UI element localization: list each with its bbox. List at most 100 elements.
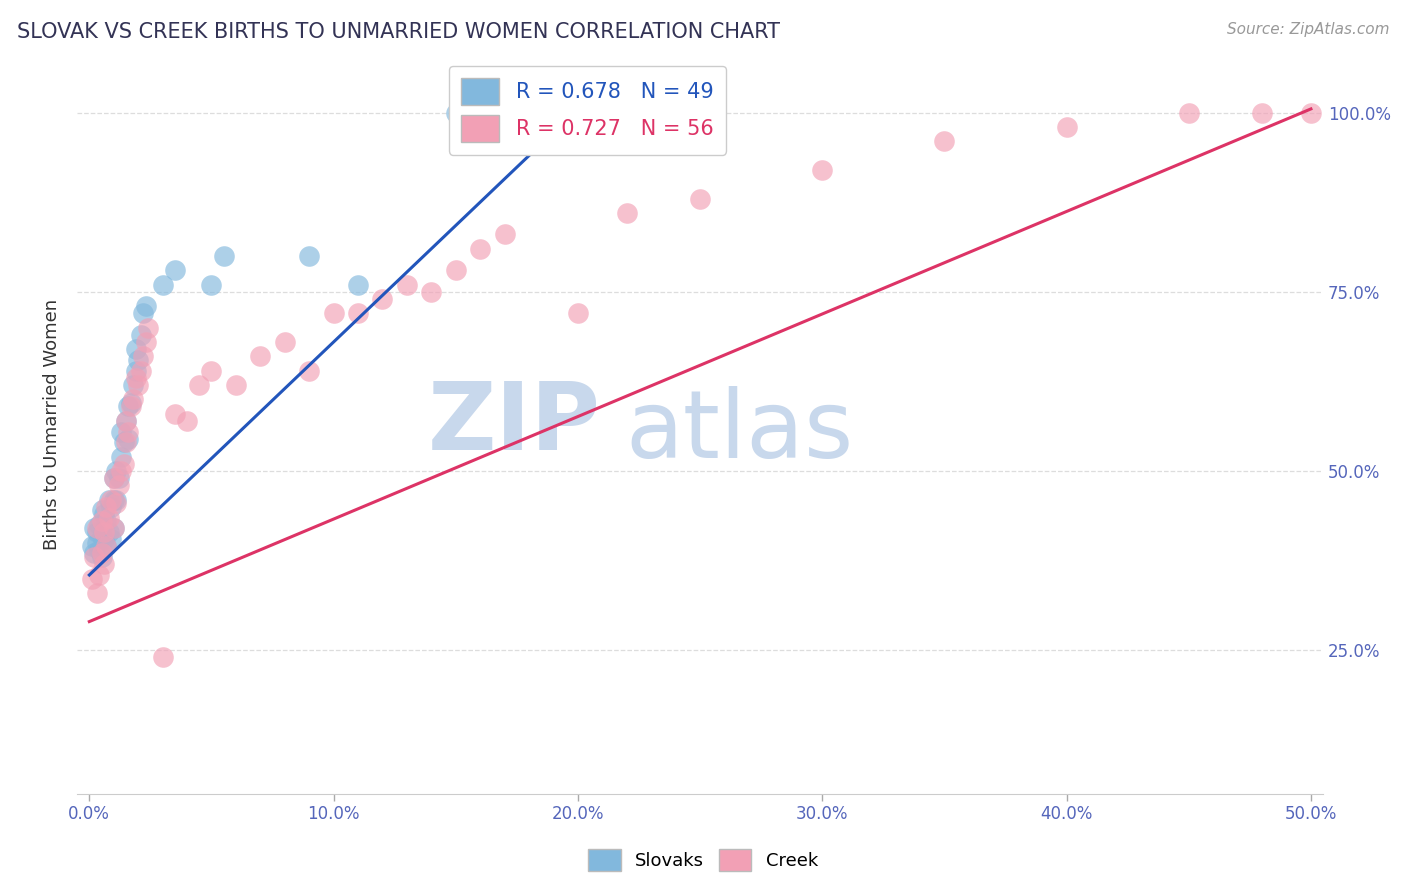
Point — [117, 425, 139, 439]
Point — [87, 542, 110, 557]
Point — [103, 492, 125, 507]
Point — [1299, 105, 1322, 120]
Point — [80, 539, 103, 553]
Point — [110, 425, 132, 439]
Point — [100, 500, 122, 514]
Point — [90, 514, 112, 528]
Point — [93, 507, 115, 521]
Point — [115, 414, 138, 428]
Point — [225, 378, 247, 392]
Point — [90, 546, 112, 560]
Point — [127, 378, 149, 392]
Point — [249, 349, 271, 363]
Text: SLOVAK VS CREEK BIRTHS TO UNMARRIED WOMEN CORRELATION CHART: SLOVAK VS CREEK BIRTHS TO UNMARRIED WOME… — [17, 22, 780, 42]
Point — [86, 586, 108, 600]
Point — [347, 277, 370, 292]
Point — [96, 500, 118, 514]
Point — [103, 471, 125, 485]
Point — [298, 249, 321, 263]
Point — [107, 471, 129, 485]
Point — [127, 352, 149, 367]
Point — [134, 299, 156, 313]
Point — [298, 364, 321, 378]
Point — [188, 378, 211, 392]
Point — [122, 378, 145, 392]
Point — [125, 342, 148, 356]
Point — [83, 521, 105, 535]
Point — [100, 532, 122, 546]
Point — [132, 306, 155, 320]
Point — [1251, 105, 1274, 120]
Point — [129, 327, 152, 342]
Text: ZIP: ZIP — [427, 378, 600, 470]
Point — [122, 392, 145, 407]
Point — [90, 503, 112, 517]
Point — [83, 550, 105, 565]
Point — [530, 105, 553, 120]
Point — [163, 263, 186, 277]
Point — [110, 450, 132, 464]
Point — [93, 532, 115, 546]
Point — [97, 492, 120, 507]
Point — [444, 105, 467, 120]
Text: Source: ZipAtlas.com: Source: ZipAtlas.com — [1226, 22, 1389, 37]
Point — [90, 528, 112, 542]
Point — [96, 514, 118, 528]
Point — [347, 306, 370, 320]
Point — [934, 134, 956, 148]
Point — [322, 306, 344, 320]
Point — [136, 320, 159, 334]
Point — [200, 277, 222, 292]
Point — [105, 492, 128, 507]
Point — [96, 539, 118, 553]
Point — [105, 496, 128, 510]
Point — [444, 263, 467, 277]
Point — [163, 407, 186, 421]
Point — [371, 292, 394, 306]
Point — [97, 510, 120, 524]
Point — [117, 400, 139, 414]
Point — [1177, 105, 1199, 120]
Point — [274, 334, 297, 349]
Point — [86, 524, 108, 539]
Point — [117, 432, 139, 446]
Point — [494, 105, 516, 120]
Point — [87, 517, 110, 532]
Point — [93, 524, 115, 539]
Text: atlas: atlas — [626, 386, 853, 478]
Point — [86, 535, 108, 549]
Point — [494, 227, 516, 242]
Point — [517, 105, 540, 120]
Point — [616, 206, 638, 220]
Point — [125, 371, 148, 385]
Point — [420, 285, 443, 299]
Point — [176, 414, 198, 428]
Point — [152, 277, 174, 292]
Point — [120, 400, 142, 414]
Point — [112, 435, 135, 450]
Point — [105, 464, 128, 478]
Point — [129, 364, 152, 378]
Point — [543, 105, 565, 120]
Point — [567, 306, 589, 320]
Point — [200, 364, 222, 378]
Point — [112, 457, 135, 471]
Point — [125, 364, 148, 378]
Point — [115, 414, 138, 428]
Point — [103, 471, 125, 485]
Point — [811, 162, 834, 177]
Point — [212, 249, 235, 263]
Legend: R = 0.678   N = 49, R = 0.727   N = 56: R = 0.678 N = 49, R = 0.727 N = 56 — [449, 65, 725, 154]
Point — [120, 396, 142, 410]
Point — [107, 478, 129, 492]
Point — [83, 546, 105, 560]
Point — [93, 558, 115, 572]
Point — [1056, 120, 1078, 134]
Point — [134, 334, 156, 349]
Point — [132, 349, 155, 363]
Point — [470, 242, 492, 256]
Point — [103, 521, 125, 535]
Point — [103, 521, 125, 535]
Point — [115, 435, 138, 450]
Point — [100, 492, 122, 507]
